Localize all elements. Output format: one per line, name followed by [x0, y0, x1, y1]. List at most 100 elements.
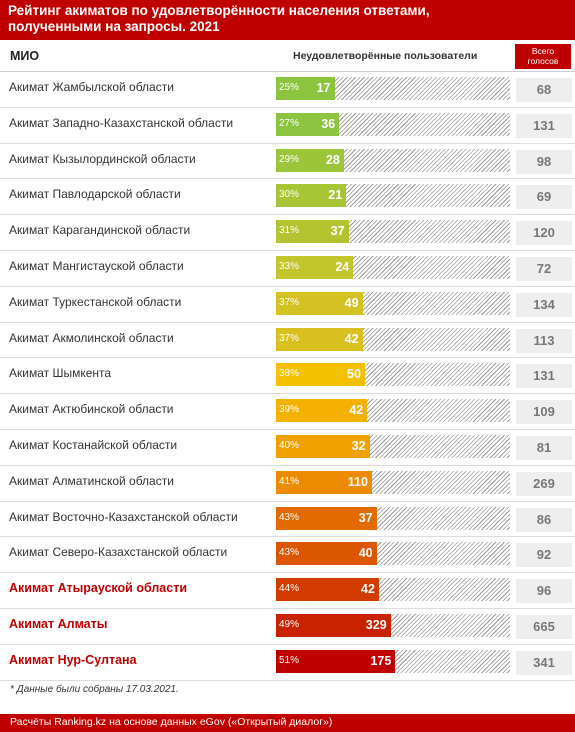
unsatisfied-count-label: 42 — [344, 331, 359, 346]
category-label: Акимат Актюбинской области — [9, 402, 174, 417]
chart-row: Акимат Костанайской области 40% 32 81 — [0, 430, 575, 466]
row-divider — [0, 464, 575, 466]
bar-track: 44% 42 — [276, 578, 510, 602]
category-label: Акимат Атырауской области — [9, 581, 188, 596]
percent-label: 30% — [279, 189, 300, 201]
bar: 27% 36 — [276, 112, 340, 136]
bar-track: 38% 50 — [276, 363, 510, 387]
percent-label: 39% — [279, 404, 300, 416]
total-votes-label: 131 — [516, 113, 572, 138]
chart-row: Акимат Алматы 49% 329 665 — [0, 609, 575, 645]
chart-row: Акимат Кызылординской области 29% 28 98 — [0, 144, 575, 180]
bar: 31% 37 — [276, 220, 349, 244]
chart-row: Акимат Северо-Казахстанской области 43% 40… — [0, 537, 575, 574]
category-label: Акимат Алматинской области — [9, 473, 174, 488]
unsatisfied-count-label: 37 — [358, 510, 373, 525]
source-footer: Расчёты Ranking.kz на основе данных eGov… — [0, 714, 575, 732]
bar: 39% 42 — [276, 399, 368, 423]
total-votes-label: 96 — [516, 579, 572, 604]
bar: 44% 42 — [276, 578, 379, 602]
category-label: Акимат Карагандинской области — [9, 223, 191, 238]
unsatisfied-count-label: 17 — [316, 81, 331, 95]
bar-track: 31% 37 — [276, 220, 510, 244]
row-divider — [0, 572, 575, 574]
column-header-total-line-2: голосов — [527, 56, 559, 66]
unsatisfied-count-label: 110 — [347, 474, 368, 489]
bar-track: 33% 24 — [276, 255, 510, 279]
chart-row: Акимат Атырауской области 44% 42 96 — [0, 573, 575, 609]
bar: 51% 175 — [276, 649, 396, 673]
bar: 40% 32 — [276, 434, 370, 458]
percent-label: 51% — [279, 654, 300, 666]
unsatisfied-count-label: 329 — [365, 617, 387, 632]
category-label: Акимат Туркестанской области — [9, 294, 182, 309]
percent-label: 25% — [279, 82, 300, 93]
category-label: Акимат Западно-Казахстанской области — [9, 115, 234, 130]
category-label: Акимат Северо-Казахстанской области — [9, 545, 228, 560]
chart-row: Акимат Актюбинской области 39% 42 109 — [0, 394, 575, 430]
column-header-total-votes: Всего голосов — [515, 44, 571, 69]
total-votes-label: 341 — [516, 650, 572, 675]
bar: 37% 49 — [276, 291, 363, 315]
chart-row: Акимат Жамбылской области 25% 17 68 — [0, 72, 575, 108]
unsatisfied-count-label: 42 — [361, 582, 375, 597]
bar: 25% 17 — [276, 77, 335, 100]
chart-rows: Акимат Жамбылской области 25% 17 68 Акимат З… — [0, 72, 575, 681]
total-votes-label: 69 — [516, 185, 572, 210]
bar: 43% 37 — [276, 506, 377, 530]
row-divider — [0, 249, 575, 251]
column-header-total-line-1: Всего — [531, 46, 555, 56]
unsatisfied-count-label: 24 — [335, 259, 350, 274]
chart-row: Акимат Мангистауской области 33% 24 72 — [0, 251, 575, 287]
row-divider — [0, 607, 575, 609]
unsatisfied-count-label: 21 — [328, 188, 343, 203]
percent-label: 38% — [279, 368, 300, 380]
bar: 43% 40 — [276, 542, 377, 566]
bar-track: 51% 175 — [276, 649, 510, 673]
category-label: Акимат Кызылординской области — [9, 151, 196, 166]
bar-track: 39% 42 — [276, 399, 510, 423]
row-divider — [0, 643, 575, 645]
category-label: Акимат Акмолинской области — [9, 330, 174, 345]
row-divider — [0, 428, 575, 430]
total-votes-label: 113 — [516, 328, 572, 353]
unsatisfied-count-label: 32 — [351, 438, 366, 453]
bar-track: 40% 32 — [276, 434, 510, 458]
chart-row: Акимат Западно-Казахстанской области 27% 3… — [0, 108, 575, 144]
unsatisfied-count-label: 49 — [344, 295, 359, 310]
total-votes-label: 81 — [516, 435, 572, 460]
unsatisfied-count-label: 40 — [358, 546, 373, 561]
bar-track: 30% 21 — [276, 184, 510, 208]
total-votes-label: 72 — [516, 256, 572, 281]
total-votes-label: 68 — [516, 78, 572, 102]
bar: 38% 50 — [276, 363, 365, 387]
bar-track: 37% 42 — [276, 327, 510, 351]
category-label: Акимат Восточно-Казахстанской области — [9, 509, 238, 524]
category-label: Акимат Мангистауской области — [9, 258, 184, 273]
chart-row: Акимат Шымкента 38% 50 131 — [0, 358, 575, 395]
percent-label: 43% — [279, 547, 300, 559]
bar-track: 27% 36 — [276, 112, 510, 136]
row-divider — [0, 142, 575, 144]
percent-label: 37% — [279, 332, 300, 344]
row-divider — [0, 679, 575, 681]
row-divider — [0, 536, 575, 538]
percent-label: 40% — [279, 439, 300, 451]
category-label: Акимат Павлодарской области — [9, 187, 181, 202]
bar: 37% 42 — [276, 327, 363, 351]
total-votes-label: 131 — [516, 364, 572, 389]
data-note: * Данные были собраны 17.03.2021. — [10, 684, 179, 695]
row-divider — [0, 321, 575, 323]
percent-label: 37% — [279, 296, 300, 308]
total-votes-label: 120 — [516, 221, 572, 246]
row-divider — [0, 357, 575, 359]
column-header-unsatisfied: Неудовлетворённые пользователи — [293, 50, 478, 62]
unsatisfied-count-label: 175 — [370, 653, 392, 668]
bar: 41% 110 — [276, 470, 372, 494]
bar: 33% 24 — [276, 255, 354, 279]
category-label: Акимат Алматы — [9, 616, 108, 631]
total-votes-label: 665 — [516, 614, 572, 639]
total-votes-label: 86 — [516, 507, 572, 532]
column-header-mio: МИО — [10, 49, 40, 63]
column-header-row: МИО Неудовлетворённые пользователи Всего… — [0, 40, 575, 72]
